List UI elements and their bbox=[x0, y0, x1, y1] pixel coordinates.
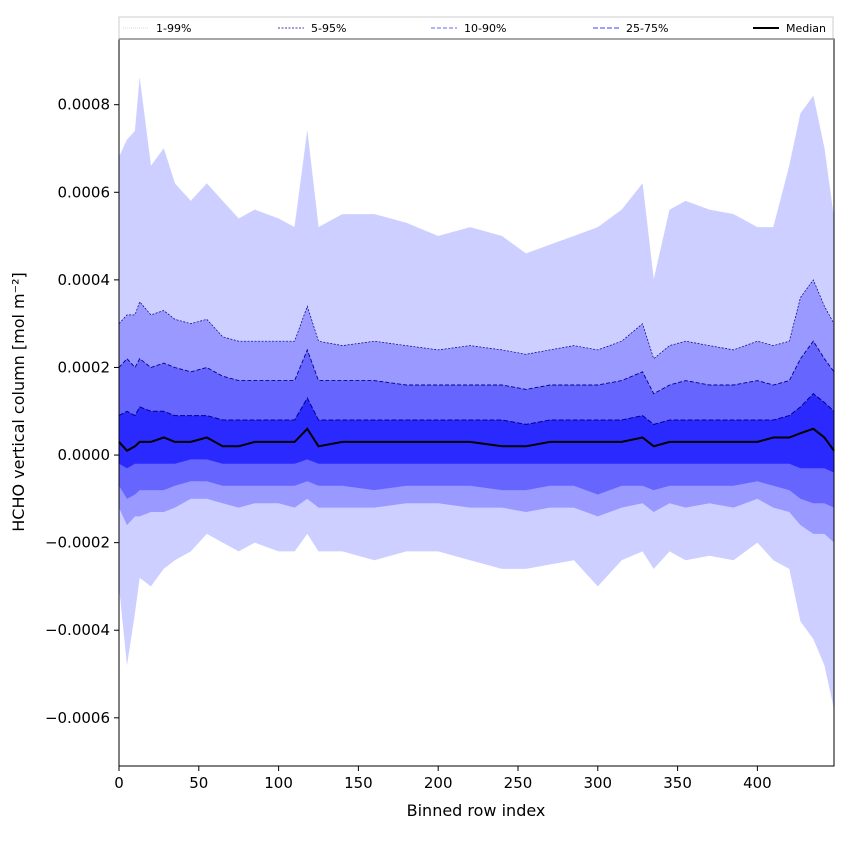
legend-label-p5-95: 5-95% bbox=[311, 22, 346, 35]
y-tick-label: −0.0006 bbox=[45, 709, 110, 727]
x-axis-ticks: 0 50 100 150 200 250 300 350 400 bbox=[114, 766, 772, 792]
legend-label-p25-75: 25-75% bbox=[626, 22, 668, 35]
x-tick-label: 350 bbox=[663, 774, 692, 792]
x-tick-label: 150 bbox=[344, 774, 373, 792]
y-axis-label: HCHO vertical column [mol m⁻²] bbox=[9, 272, 28, 531]
y-tick-label: −0.0002 bbox=[45, 534, 110, 552]
y-tick-label: 0.0008 bbox=[58, 96, 111, 114]
x-axis-label: Binned row index bbox=[407, 801, 546, 820]
band-p25-75-upper-line bbox=[118, 393, 835, 425]
legend-label-median: Median bbox=[786, 22, 826, 35]
band-p10-90-upper-line bbox=[118, 340, 835, 395]
y-axis-ticks: −0.0006 −0.0004 −0.0002 0.0000 0.0002 0.0004 0… bbox=[45, 96, 119, 727]
y-tick-label: 0.0006 bbox=[58, 183, 111, 201]
percentile-bands bbox=[118, 78, 835, 710]
y-tick-label: 0.0000 bbox=[58, 446, 111, 464]
band-p5-95-upper-line bbox=[118, 279, 835, 360]
median-layer bbox=[118, 427, 835, 452]
y-tick-label: −0.0004 bbox=[45, 621, 110, 639]
legend-label-p1-99: 1-99% bbox=[156, 22, 191, 35]
band-p1-99-upper-line bbox=[118, 78, 835, 280]
y-tick-label: 0.0002 bbox=[58, 358, 111, 376]
x-tick-label: 400 bbox=[743, 774, 772, 792]
x-tick-label: 100 bbox=[264, 774, 293, 792]
legend-label-p10-90: 10-90% bbox=[464, 22, 506, 35]
legend: 1-99% 5-95% 10-90% 25-75% Median bbox=[118, 16, 834, 40]
y-tick-label: 0.0004 bbox=[58, 271, 111, 289]
x-tick-label: 300 bbox=[583, 774, 612, 792]
x-tick-label: 0 bbox=[114, 774, 124, 792]
x-tick-label: 250 bbox=[504, 774, 533, 792]
median-line bbox=[118, 427, 835, 452]
band-p25-75 bbox=[119, 393, 834, 473]
x-tick-label: 50 bbox=[189, 774, 208, 792]
x-tick-label: 200 bbox=[424, 774, 453, 792]
